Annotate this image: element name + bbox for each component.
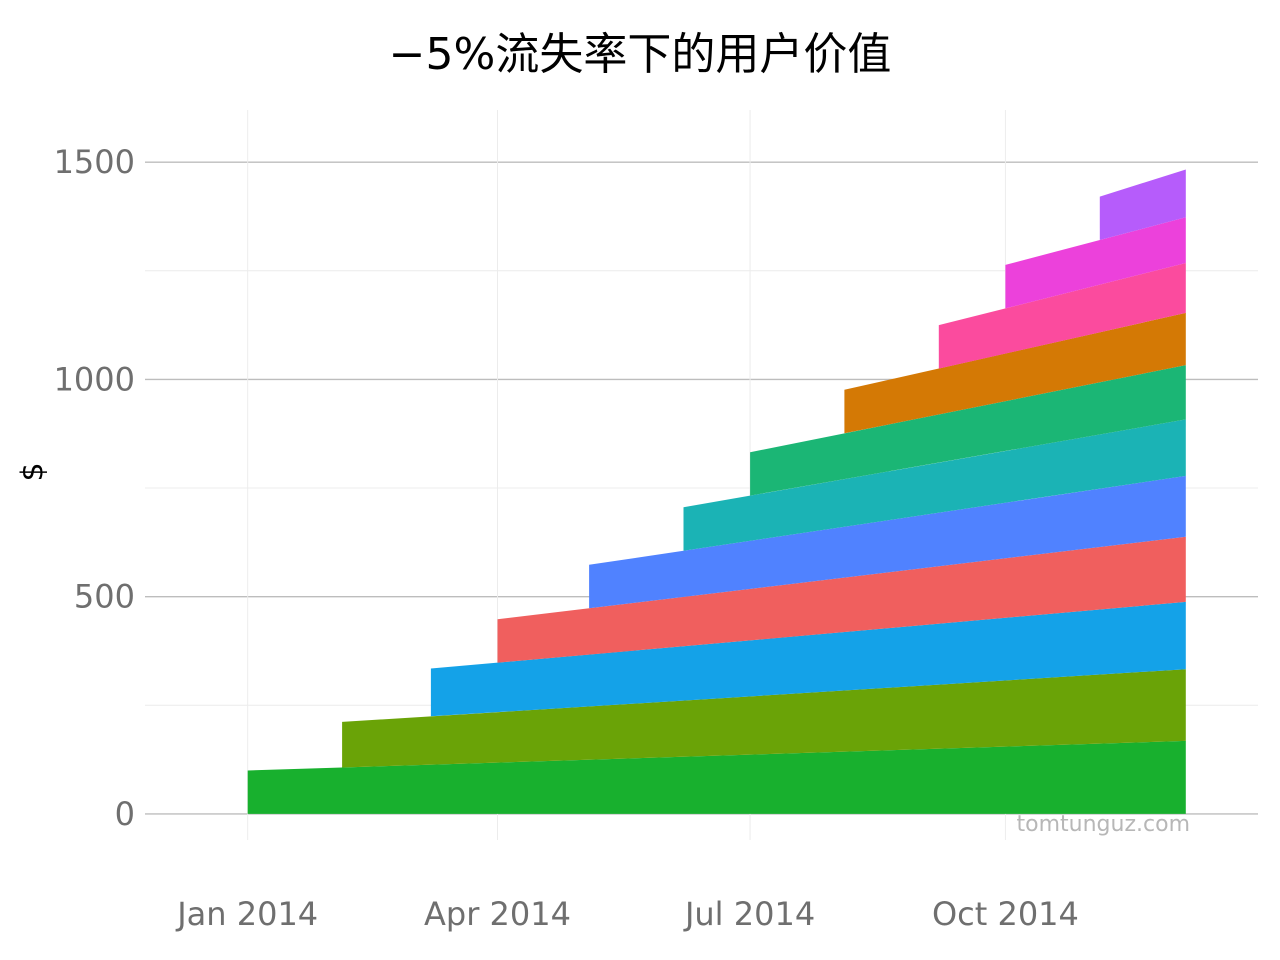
x-tick-label: Apr 2014 (424, 895, 571, 933)
y-tick-label: 0 (115, 795, 135, 833)
area-layer-6 (683, 419, 1186, 551)
area-layer-3 (430, 601, 1186, 717)
x-tick-label: Jan 2014 (175, 895, 318, 933)
area-layer-2 (342, 669, 1186, 768)
y-tick-label: 500 (74, 578, 135, 616)
y-tick-label: 1000 (54, 360, 135, 398)
x-tick-label: Oct 2014 (932, 895, 1079, 933)
area-layer-8 (844, 312, 1186, 434)
area-layer-7 (750, 365, 1186, 496)
area-layer-10 (1005, 217, 1186, 309)
watermark: tomtunguz.com (1017, 812, 1190, 837)
area-layer-9 (938, 263, 1186, 369)
axes: 0 500 1000 1500 Jan 2014 Apr 2014 Jul 2014 Oct … (54, 143, 1079, 933)
y-axis-label: $ (16, 462, 51, 481)
area-layers (247, 169, 1186, 814)
x-tick-label: Jul 2014 (683, 895, 815, 933)
y-tick-label: 1500 (54, 143, 135, 181)
area-layer-1 (247, 740, 1186, 814)
chart-title: −5%流失率下的用户价值 (388, 29, 892, 80)
area-layer-5 (589, 475, 1186, 609)
area-layer-4 (497, 536, 1186, 663)
area-layer-11 (1099, 169, 1186, 240)
